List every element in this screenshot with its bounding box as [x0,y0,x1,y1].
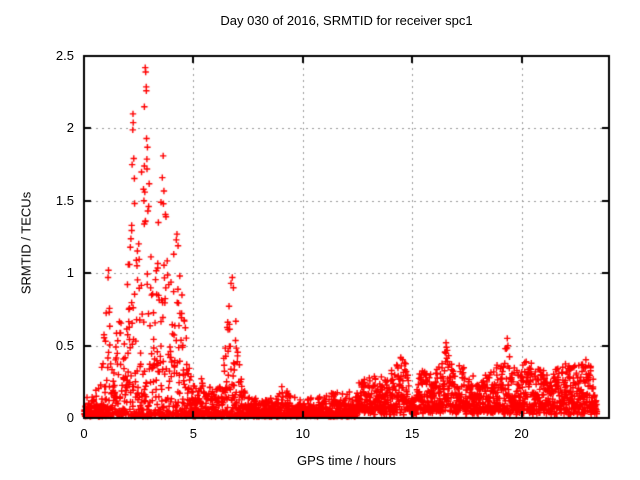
y-tick-label: 0 [66,410,74,425]
x-tick-label: 15 [404,426,420,441]
y-tick-label: 1.5 [55,192,74,208]
x-tick-label: 20 [514,426,529,441]
y-tick-label: 2 [66,120,74,136]
y-tick-label: 2.5 [55,48,74,63]
x-tick-label: 5 [189,426,197,441]
y-tick-label: 1 [66,265,74,281]
y-tick-label: 0.5 [55,337,74,353]
plot-title: Day 030 of 2016, SRMTID for receiver spc… [220,13,473,28]
x-axis-label: GPS time / hours [297,453,396,468]
x-tick-label: 10 [295,426,310,441]
x-tick-label: 0 [80,426,88,441]
